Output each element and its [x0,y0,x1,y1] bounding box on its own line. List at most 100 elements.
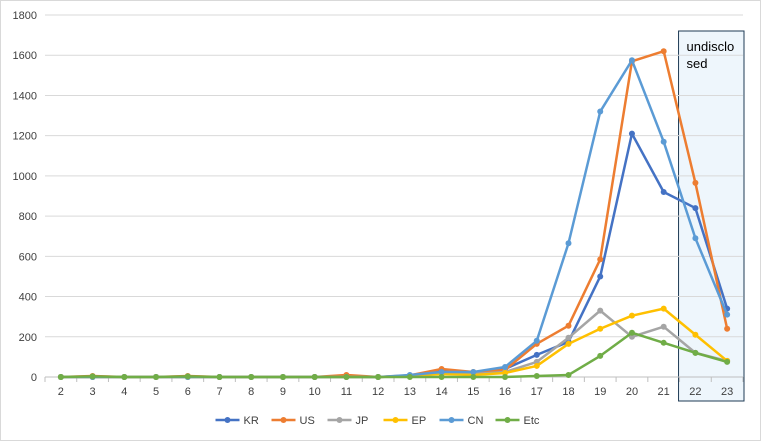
data-point-us [565,322,572,329]
y-tick-label: 600 [19,251,37,263]
legend-label: US [300,415,315,427]
series-line-cn [60,59,729,379]
data-point-us [692,179,699,186]
series-etc [57,329,731,380]
data-point-etc [406,374,413,380]
data-point-cn [692,235,699,242]
data-point-cn [565,240,572,247]
data-point-jp [565,334,572,341]
series-line-ep [60,307,728,379]
legend-swatch-marker [448,417,455,423]
data-point-jp [597,307,604,314]
y-tick-label: 1000 [13,171,37,183]
legend-item-cn: CN [439,415,484,427]
data-point-ep [660,305,667,312]
series-kr [57,130,731,380]
data-point-etc [660,339,667,346]
x-tick-label: 3 [90,386,96,398]
data-point-us [724,325,731,332]
data-point-etc [57,374,64,380]
data-point-jp [660,323,667,330]
y-tick-label: 0 [31,372,37,384]
data-point-kr [533,351,540,358]
legend-swatch-marker [504,417,511,423]
x-tick-label: 2 [58,386,64,398]
series-line-etc [60,331,728,379]
legend-label: Etc [524,415,540,427]
series-line-us [60,49,729,379]
series-lines [57,48,731,380]
legend-item-ep: EP [383,415,426,427]
data-point-us [660,48,667,55]
y-tick-label: 1800 [13,10,37,22]
data-point-etc [216,374,223,380]
x-tick-label: 8 [248,386,254,398]
data-point-cn [470,368,477,375]
data-point-kr [660,188,667,195]
data-point-etc [692,349,699,356]
data-point-etc [343,374,350,380]
x-tick-label: 15 [467,386,479,398]
data-point-ep [597,325,604,332]
x-tick-label: 5 [153,386,159,398]
data-point-etc [248,374,255,380]
data-point-cn [628,57,635,64]
x-tick-label: 13 [404,386,416,398]
data-point-etc [628,329,635,336]
series-line-kr [60,132,729,379]
legend-item-kr: KR [215,415,259,427]
gridlines [45,14,743,338]
x-axis: 2 3 4 5 6 7 8 9 10 11 12 13 14 15 16 17 18 19 20 21 22 23 [44,376,744,398]
data-point-etc [121,374,128,380]
data-point-kr [597,273,604,280]
y-tick-label: 800 [19,211,37,223]
data-point-etc [311,374,318,380]
y-axis: 0 200 400 600 800 1000 1200 1400 1600 1800 [13,10,37,384]
legend-swatch-marker [280,417,287,423]
data-point-etc [184,373,191,380]
x-tick-label: 16 [499,386,511,398]
legend-swatch-marker [336,417,343,423]
x-tick-label: 4 [121,386,127,398]
x-tick-label: 17 [531,386,543,398]
data-point-etc [438,374,445,380]
data-point-cn [724,311,731,318]
legend-label: CN [468,415,484,427]
x-tick-label: 11 [341,386,352,398]
x-tick-label: 7 [216,386,222,398]
legend-label: JP [356,415,369,427]
data-point-cn [438,368,445,375]
data-point-ep [692,331,699,338]
x-tick-label: 18 [562,386,574,398]
series-jp [57,307,731,380]
data-point-ep [533,362,540,369]
x-tick-label: 23 [721,386,733,398]
x-tick-label: 20 [626,386,638,398]
data-point-ep [628,312,635,319]
y-tick-label: 1200 [13,131,37,143]
data-point-etc [533,372,540,379]
data-point-etc [724,358,731,365]
data-point-etc [565,371,572,378]
data-point-ep [565,340,572,347]
y-tick-label: 1400 [13,90,37,102]
data-point-cn [502,363,509,370]
data-point-kr [692,205,699,212]
x-tick-label: 14 [435,386,447,398]
data-point-cn [660,138,667,145]
x-tick-label: 9 [280,386,286,398]
x-tick-label: 6 [185,386,191,398]
legend-label: KR [244,415,259,427]
y-tick-label: 200 [19,332,37,344]
legend: KR US JP EP CN Etc [215,415,540,427]
data-point-cn [597,108,604,115]
data-point-etc [375,374,382,380]
x-tick-label: 19 [594,386,606,398]
data-point-etc [470,374,477,380]
data-point-kr [628,130,635,137]
series-ep [57,305,731,380]
data-point-etc [502,374,509,380]
legend-swatch-marker [392,417,399,423]
data-point-us [597,256,604,263]
